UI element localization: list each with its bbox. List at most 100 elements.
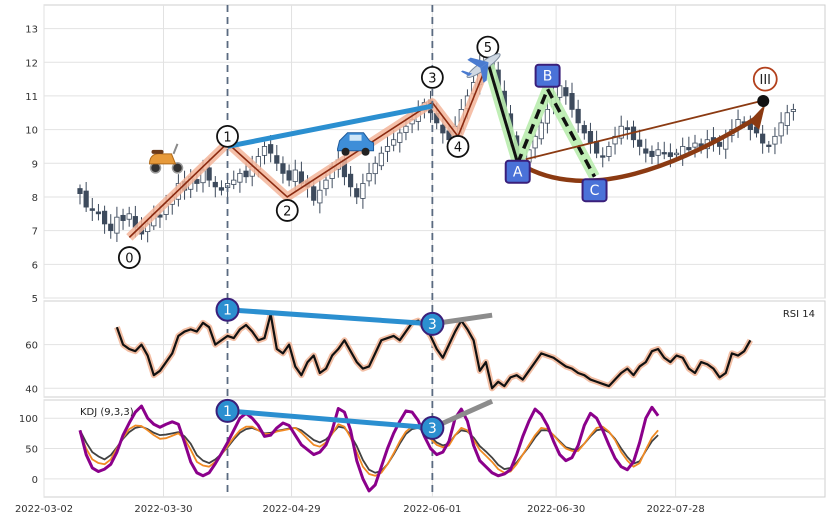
y-tick-label-2-1: 50	[25, 445, 38, 456]
candle-body	[587, 131, 594, 144]
y-tick-label-1-1: 60	[25, 341, 38, 352]
x-tick-label-2: 2022-04-29	[262, 504, 320, 515]
wave-b-c-dashed	[546, 88, 597, 178]
airplane-wing-bottom	[480, 62, 489, 83]
kdj-divergence-label-1: 1	[223, 404, 232, 420]
y-tick-label-0-3: 8	[32, 193, 38, 204]
candle-body	[95, 211, 102, 215]
candle-body	[778, 122, 784, 137]
candle-body	[624, 127, 630, 131]
x-tick-label-1: 2022-03-30	[134, 504, 192, 515]
y-tick-label-2-0: 0	[32, 475, 38, 486]
wave-label-0-circle	[117, 246, 141, 269]
candle-body	[667, 152, 674, 157]
kdj-legend: KDJ (9,3,3)	[80, 407, 134, 418]
candle-body	[569, 93, 575, 110]
candle-body	[206, 167, 212, 181]
candle-body	[686, 147, 692, 151]
candle-body	[347, 173, 354, 188]
candle-body	[102, 210, 108, 225]
candle-body	[311, 186, 317, 201]
candle-body	[557, 85, 563, 98]
candle-body	[643, 148, 649, 154]
rsi-line	[115, 312, 752, 390]
kdj-divergence-marker-3	[420, 415, 445, 440]
candle-body	[606, 146, 612, 157]
candle-body	[114, 216, 120, 234]
kdj-divergence-marker-1	[215, 398, 240, 423]
candle-body	[243, 170, 249, 178]
y-tick-label-0-2: 7	[32, 227, 38, 238]
kdj-series-line-1	[79, 423, 659, 477]
rsi-divergence-line	[227, 307, 433, 327]
wave-label-3: 3	[428, 71, 436, 86]
candle-body	[286, 170, 292, 181]
wave-a-b-dashed	[516, 88, 550, 164]
wave-label-4: 4	[454, 140, 462, 155]
candle-body	[366, 172, 372, 182]
y-tick-label-1-0: 40	[25, 384, 38, 395]
wave-label-a: A	[513, 165, 523, 181]
candle-body	[772, 135, 778, 145]
x-tick-label-5: 2022-07-28	[647, 504, 705, 515]
y-tick-label-0-8: 13	[25, 25, 38, 36]
candle-body	[126, 213, 132, 220]
candle-body	[231, 179, 237, 185]
candle-body	[274, 155, 280, 164]
candle-body	[581, 125, 587, 134]
candle-body	[83, 190, 89, 208]
y-tick-label-0-4: 9	[32, 159, 38, 170]
scooter-body	[148, 153, 177, 165]
airplane-wing-top	[467, 57, 489, 68]
wave-label-c: C	[590, 183, 600, 199]
car-wheel-front	[361, 147, 370, 156]
candle-body	[391, 139, 397, 146]
wave-label-b: B	[543, 69, 553, 85]
candle-body	[784, 112, 790, 126]
candle-body	[354, 188, 360, 198]
wave-label-0: 0	[125, 252, 133, 267]
candle-body	[760, 133, 766, 144]
kdj-divergence-label-3: 3	[428, 421, 437, 437]
candle-body	[600, 155, 606, 158]
candle-body	[717, 141, 723, 147]
candle-body	[77, 188, 83, 194]
car-window	[349, 134, 362, 141]
wave-label-c-box	[581, 178, 608, 203]
candle-body	[120, 214, 126, 221]
candle-body	[637, 139, 643, 147]
wave-label-2: 2	[283, 204, 291, 219]
candle-body	[661, 152, 667, 155]
candle-body	[218, 187, 225, 191]
candle-body	[766, 144, 772, 147]
candle-body	[280, 163, 286, 174]
projection-straight-arrow	[525, 100, 762, 161]
candle-body	[538, 122, 544, 140]
candle-body	[261, 146, 268, 156]
candle-body	[440, 124, 446, 134]
candle-body	[194, 179, 200, 184]
candle-body	[317, 189, 323, 204]
airplane-tail	[460, 70, 473, 76]
candle-body	[397, 132, 403, 143]
car-icon	[337, 132, 375, 156]
airplane-icon	[460, 53, 501, 83]
candle-body	[378, 152, 384, 167]
candle-body	[575, 108, 581, 124]
wave-label-1-circle	[216, 124, 239, 148]
wave-label-iii: III	[759, 73, 771, 88]
candle-body	[790, 109, 797, 112]
y-tick-label-0-5: 10	[25, 126, 38, 137]
scooter-seat	[151, 149, 164, 154]
car-wheel-rear	[341, 147, 350, 156]
rsi-divergence-label-3: 3	[428, 317, 437, 333]
candle-body	[655, 149, 661, 156]
y-tick-label-0-1: 6	[32, 260, 38, 271]
car-body	[337, 132, 375, 152]
y-tick-label-0-0: 5	[32, 294, 38, 305]
projection-endpoint-dot	[757, 94, 770, 107]
rsi-divergence-marker-1	[215, 297, 240, 322]
projection-arrowhead	[749, 104, 766, 130]
wave-5-a-line	[486, 61, 520, 164]
